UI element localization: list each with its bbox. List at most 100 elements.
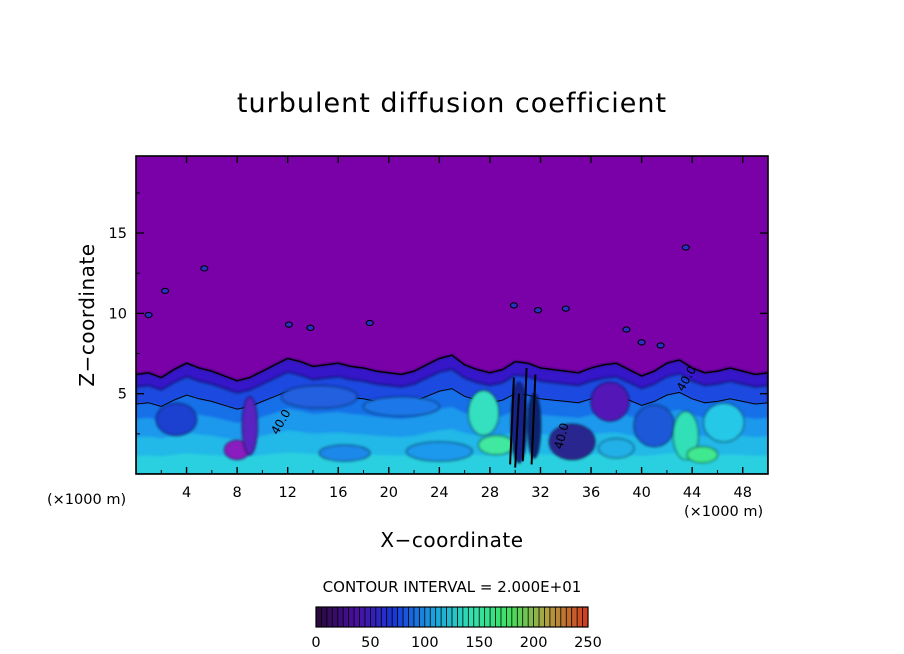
colorbar-swatch <box>511 607 518 627</box>
isolated-eddy <box>365 319 374 327</box>
plume-line <box>530 374 537 465</box>
colorbar-swatch <box>441 607 447 627</box>
colorbar-tick-label: 250 <box>574 635 602 651</box>
colorbar-swatch <box>392 607 398 627</box>
plot-area: 40.0 40.040.0 <box>136 156 768 474</box>
colorbar-swatch <box>533 607 540 627</box>
colorbar-swatch <box>408 607 415 627</box>
plume-line <box>514 393 520 468</box>
colorbar <box>315 606 589 628</box>
colorbar-swatch <box>495 607 502 627</box>
turbulent-eddy <box>318 444 371 462</box>
colorbar-swatch <box>577 607 583 627</box>
contour-line <box>136 388 768 474</box>
x-tick-label: 12 <box>278 485 296 501</box>
chart-title: turbulent diffusion coefficient <box>237 88 667 119</box>
colorbar-swatch <box>490 607 496 627</box>
colorbar-swatch <box>386 607 393 627</box>
x-tick-label: 4 <box>182 485 191 501</box>
x-tick-label: 20 <box>380 485 398 501</box>
colorbar-swatch <box>419 607 426 627</box>
y-ticks: 5 10 15 <box>109 192 768 435</box>
isolated-eddy <box>637 339 646 346</box>
colorbar-swatch <box>582 607 589 627</box>
colorbar-swatch <box>375 607 382 627</box>
plot-frame <box>135 155 769 475</box>
y-axis-label: Z−coordinate <box>75 243 99 386</box>
colorbar-swatch <box>381 607 388 627</box>
colorbar-swatch <box>321 607 328 627</box>
isolated-eddy <box>306 324 315 331</box>
colorbar-swatch <box>549 607 556 627</box>
colorbar-swatch <box>435 607 442 627</box>
turbulent-eddy <box>703 402 745 443</box>
isolated-eddy <box>681 244 690 251</box>
x-tick-label: 48 <box>733 485 751 501</box>
contour-line <box>136 354 768 474</box>
colorbar-swatch <box>517 607 524 627</box>
x-tick-label: 44 <box>683 485 701 501</box>
colorbar-swatch <box>413 607 420 627</box>
colorbar-swatch <box>484 607 491 627</box>
colorbar-swatch <box>403 607 409 627</box>
contour-value-label: 40.0 <box>551 421 571 450</box>
colorbar-ticks: 0 50 100 150 200 250 <box>311 635 601 651</box>
turbulent-eddy <box>467 390 500 436</box>
turbulent-eddy <box>363 396 440 417</box>
colorbar-swatch <box>337 607 344 627</box>
colorbar-swatch <box>430 607 436 627</box>
colorbar-swatch <box>566 607 572 627</box>
isolated-eddy <box>161 287 170 295</box>
isolated-eddy <box>656 342 665 349</box>
turbulence-features: 40.0 40.040.0 <box>144 244 745 468</box>
isolated-eddy <box>284 321 293 328</box>
turbulent-eddy <box>590 381 630 422</box>
colorbar-tick-label: 150 <box>465 635 493 651</box>
turbulent-eddy <box>155 402 198 436</box>
colorbar-swatch <box>468 607 475 627</box>
colorbar-tick-label: 200 <box>520 635 548 651</box>
colorbar-swatch <box>364 607 371 627</box>
colorbar-swatch <box>359 607 366 627</box>
colorbar-swatch <box>397 607 404 627</box>
turbulent-eddy <box>241 396 258 456</box>
x-unit-left: (×1000 m) <box>47 492 126 508</box>
turbulent-eddy <box>672 410 699 461</box>
colorbar-swatch <box>555 607 562 627</box>
turbulent-eddy <box>406 441 473 462</box>
turbulent-eddy <box>598 438 635 459</box>
x-unit-right: (×1000 m) <box>684 504 763 520</box>
colorbar-swatch <box>446 607 453 627</box>
x-tick-label: 28 <box>481 485 499 501</box>
isolated-eddy <box>533 307 543 314</box>
colorbar-swatch <box>452 607 458 627</box>
colorbar-swatch <box>332 607 339 627</box>
x-tick-label: 24 <box>430 485 448 501</box>
colorbar-swatch <box>528 607 534 627</box>
y-tick-label: 15 <box>109 226 127 242</box>
turbulent-eddy <box>633 404 675 448</box>
colorbar-swatch <box>424 607 431 627</box>
colorbar-swatch <box>539 607 545 627</box>
colorbar-tick-label: 100 <box>411 635 439 651</box>
turbulent-eddy <box>686 446 718 464</box>
x-tick-label: 36 <box>582 485 600 501</box>
contour-interval-label: CONTOUR INTERVAL = 2.000E+01 <box>323 578 582 596</box>
plume-line <box>509 377 515 465</box>
isolated-eddy <box>509 302 518 309</box>
colorbar-swatch <box>354 607 360 627</box>
colorbar-swatch <box>370 607 377 627</box>
colorbar-swatch <box>560 607 567 627</box>
y-tick-label: 10 <box>109 306 127 322</box>
y-tick-label: 5 <box>118 387 127 403</box>
colorbar-frame <box>315 606 589 628</box>
colorbar-swatch <box>522 607 529 627</box>
colorbar-swatch <box>506 607 513 627</box>
turbulent-eddy <box>548 423 596 461</box>
x-ticks: 4 8 12 16 20 24 28 32 36 40 44 48 <box>160 156 752 501</box>
x-tick-label: 16 <box>329 485 347 501</box>
isolated-eddy <box>622 326 631 333</box>
colorbar-swatch <box>316 607 322 627</box>
colorbar-swatch <box>479 607 485 627</box>
